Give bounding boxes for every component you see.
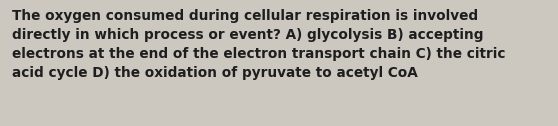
Text: The oxygen consumed during cellular respiration is involved
directly in which pr: The oxygen consumed during cellular resp… — [12, 9, 506, 80]
